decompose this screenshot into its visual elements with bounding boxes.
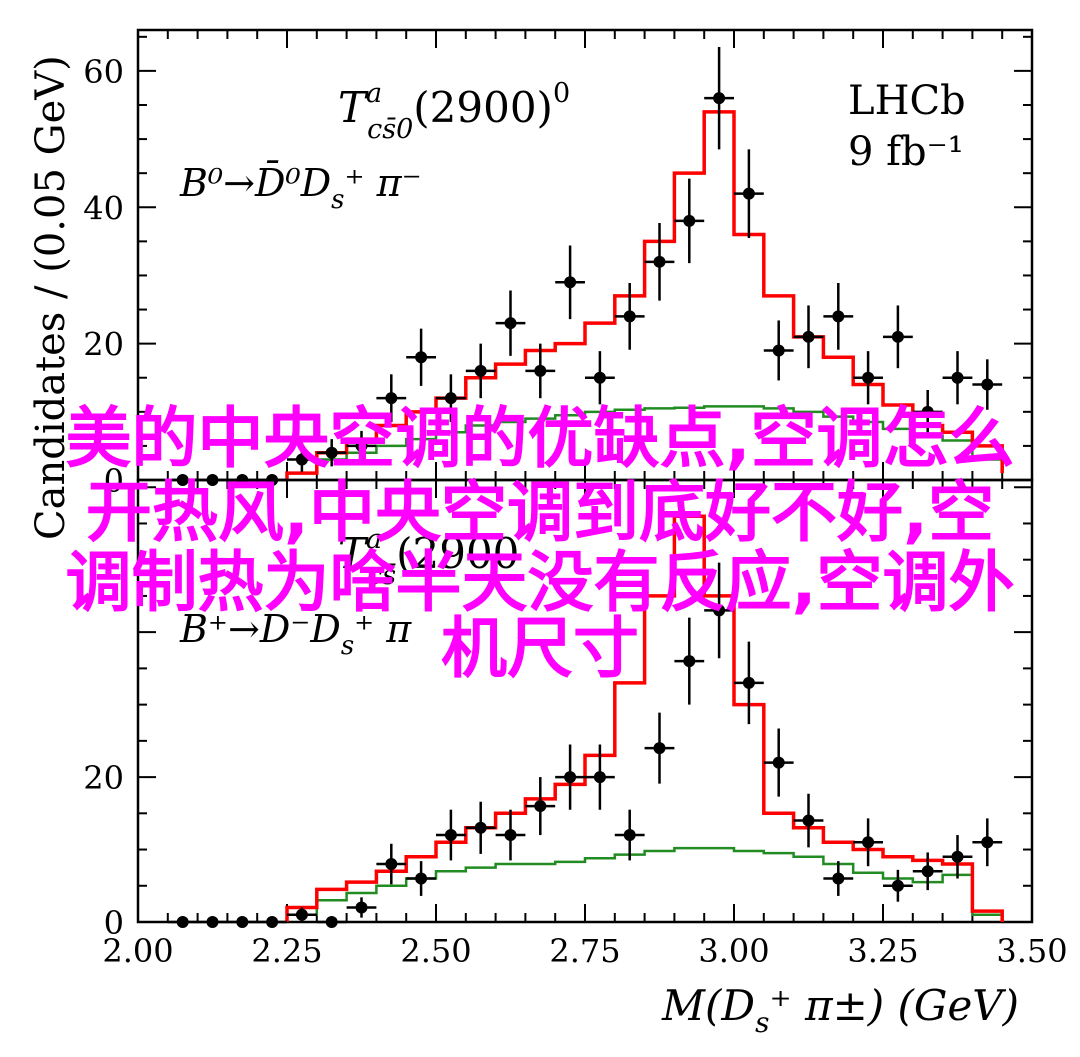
bottom-data-point xyxy=(465,801,496,854)
bottom-decay-label: B⁺→D⁻Ds⁺ π xyxy=(179,607,412,661)
bottom-data-point xyxy=(793,793,824,848)
top-data-point xyxy=(972,359,1003,410)
bottom-data-point xyxy=(972,818,1003,867)
x-tick-label: 2.25 xyxy=(251,932,322,970)
bottom-y-tick-label: 0 xyxy=(104,904,124,942)
bottom-data-point xyxy=(942,835,973,879)
bottom-y-tick-label: 20 xyxy=(83,759,124,797)
bottom-data-point xyxy=(674,617,705,705)
y-axis-label: Candidates / (0.05 GeV) xyxy=(28,55,74,540)
top-data-point xyxy=(883,305,913,369)
top-data-point xyxy=(763,320,794,381)
top-panel-ticks: 0 20 40 60 xyxy=(83,30,1033,500)
top-data-point xyxy=(555,245,585,320)
top-state-label: Ta cs̄0(2900)0 xyxy=(338,78,570,145)
top-background-fit-line xyxy=(285,405,1004,480)
top-data-point xyxy=(853,351,883,405)
top-data-point xyxy=(674,178,705,264)
x-tick-label: 2.50 xyxy=(400,932,471,970)
top-data-point xyxy=(316,439,347,467)
top-y-tick-label: 60 xyxy=(83,53,124,91)
top-data-point xyxy=(704,47,734,150)
bottom-data-point xyxy=(823,861,854,896)
top-data-point xyxy=(525,343,556,399)
top-data-point xyxy=(376,374,407,423)
bottom-state-label: Ta cs̄(2900 xyxy=(338,524,519,591)
bottom-data-point xyxy=(227,916,258,928)
top-data-point xyxy=(793,305,824,369)
x-tick-label: 3.50 xyxy=(996,932,1067,970)
bottom-data-point xyxy=(614,809,645,861)
top-data-point xyxy=(912,390,943,434)
bottom-data-point xyxy=(376,843,407,885)
bottom-data-point xyxy=(555,744,585,810)
bottom-total-fit xyxy=(285,514,1004,922)
bottom-data-point xyxy=(167,916,198,928)
bottom-data-point xyxy=(853,818,883,867)
top-data-point xyxy=(465,343,496,399)
top-decay-label: B⁰→D̄⁰Ds⁺ π⁻ xyxy=(179,161,422,215)
top-y-tick-label: 0 xyxy=(104,462,124,500)
x-tick-label: 3.25 xyxy=(847,932,918,970)
bottom-data-point xyxy=(734,641,764,725)
bottom-data-point xyxy=(525,777,556,836)
top-data-point xyxy=(614,282,645,350)
bottom-background-fit xyxy=(285,846,1004,922)
top-data-point xyxy=(346,430,377,461)
top-data-point xyxy=(644,222,675,301)
top-data-point xyxy=(942,351,973,405)
top-data-points xyxy=(167,47,1003,486)
bottom-data-point xyxy=(704,562,734,659)
bottom-panel-ticks: 0 20 2.00 2.25 2.50 2.75 3.00 3.25 3.50 xyxy=(83,480,1068,970)
top-data-point xyxy=(585,351,615,405)
bottom-data-point xyxy=(257,916,287,928)
top-y-tick-label: 40 xyxy=(83,189,124,227)
bottom-data-point xyxy=(883,869,913,902)
luminosity-label: 9 fb⁻¹ xyxy=(848,129,964,175)
bottom-data-point xyxy=(287,907,317,922)
bottom-data-point xyxy=(436,809,466,861)
top-data-point xyxy=(287,447,317,472)
bottom-data-point xyxy=(763,728,794,797)
bottom-data-point xyxy=(316,916,347,928)
x-tick-label: 3.00 xyxy=(698,932,769,970)
bottom-data-point xyxy=(495,809,526,861)
x-axis-label: M(Ds⁺ π±) (GeV) xyxy=(661,981,1019,1039)
top-background-fit xyxy=(285,405,1004,480)
top-data-point xyxy=(436,374,466,423)
bottom-panel: 0 20 2.00 2.25 2.50 2.75 3.00 3.25 3.50 Ta cs̄(29… xyxy=(83,478,1068,1039)
bottom-data-point xyxy=(585,744,615,810)
bottom-data-point xyxy=(406,861,436,896)
bottom-background-fit-line xyxy=(285,846,1004,922)
top-data-point xyxy=(823,282,854,350)
bottom-total-fit-line xyxy=(285,514,1004,922)
top-data-point xyxy=(406,328,436,386)
bottom-data-points xyxy=(167,562,1003,928)
top-total-fit-line xyxy=(285,110,1004,480)
experiment-label: LHCb xyxy=(848,78,966,124)
top-data-point xyxy=(734,149,764,238)
top-total-fit xyxy=(285,110,1004,480)
top-data-point xyxy=(495,290,526,356)
bottom-data-point xyxy=(912,852,943,891)
x-tick-label: 2.75 xyxy=(549,932,620,970)
bottom-data-point xyxy=(346,897,377,918)
bottom-data-point xyxy=(197,916,228,928)
x-tick-label: 2.00 xyxy=(102,932,173,970)
top-y-tick-label: 20 xyxy=(83,326,124,364)
bottom-data-point xyxy=(644,712,675,784)
